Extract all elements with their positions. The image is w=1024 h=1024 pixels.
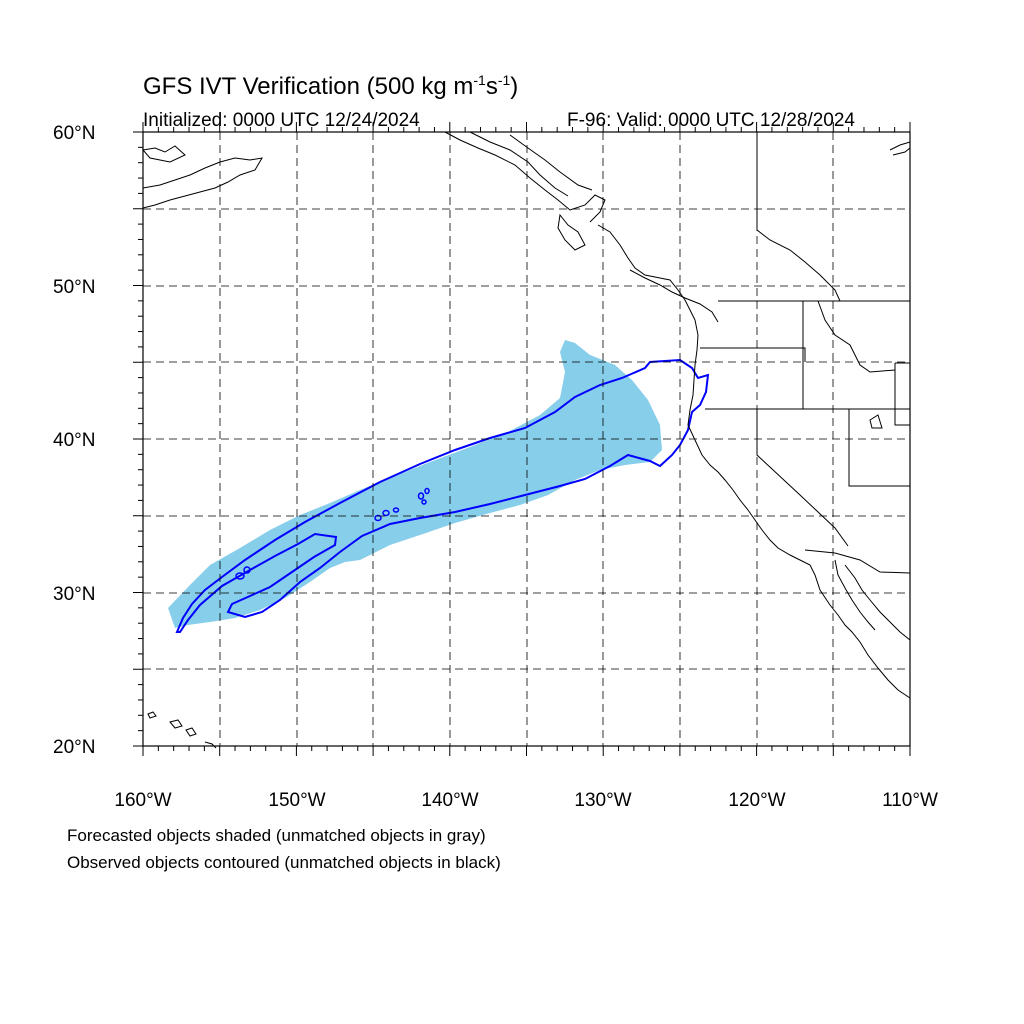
observed-object-contour (175, 358, 710, 633)
observed-small-objects (235, 487, 430, 580)
legend-forecast: Forecasted objects shaded (unmatched obj… (67, 826, 486, 845)
title-exponent-2: -1 (497, 72, 511, 88)
title-text: GFS IVT Verification (500 kg m (143, 73, 474, 100)
legend-observed: Observed objects contoured (unmatched ob… (67, 853, 501, 872)
valid-time: F-96: Valid: 0000 UTC 12/28/2024 (567, 110, 855, 131)
lat-label-40: 40°N (53, 430, 95, 451)
lon-label-160w: 160°W (114, 790, 171, 811)
forecast-object (168, 340, 662, 628)
lon-label-130w: 130°W (574, 790, 631, 811)
lon-label-140w: 140°W (421, 790, 478, 811)
title-text-unit: s (485, 73, 498, 100)
lat-label-50: 50°N (53, 277, 95, 298)
title-close: ) (510, 73, 519, 100)
lat-label-60: 60°N (53, 123, 95, 144)
lon-label-150w: 150°W (268, 790, 325, 811)
initialized-time: Initialized: 0000 UTC 12/24/2024 (143, 110, 420, 131)
lat-lon-grid (143, 132, 910, 746)
title-exponent: -1 (473, 72, 486, 88)
axis-ticks (133, 122, 911, 756)
lat-label-20: 20°N (53, 737, 95, 758)
lat-label-30: 30°N (53, 584, 95, 605)
lon-label-120w: 120°W (728, 790, 785, 811)
map-title: GFS IVT Verification (500 kg m-1s-1) (143, 72, 518, 101)
lon-label-110w: 110°W (882, 790, 938, 811)
coastlines (142, 131, 911, 749)
